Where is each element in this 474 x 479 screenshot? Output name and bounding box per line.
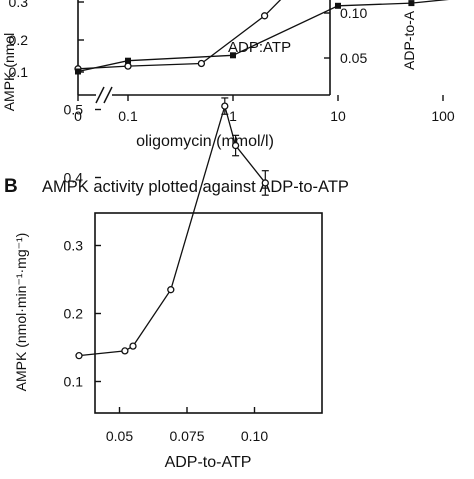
panel-a-data-point [408,0,415,7]
panel-a-y-tick-label: 0.1 [9,64,29,80]
panel-b-x-axis-label: ADP-to-ATP [165,454,252,471]
panel-a-y2-tick-label: 0.10 [340,5,367,21]
panel-b-frame [94,212,323,414]
panel-b-y-axis-label: AMPK (nmol·min⁻¹·mg⁻¹) [13,233,29,392]
panel-b-x-tick-label: 0.075 [169,428,204,444]
panel-a-data-point [197,59,206,68]
panel-b-y-tick-label: 0.2 [64,306,84,322]
panel-a-x-tick-label: 1 [229,108,237,124]
panel-b-data-point [75,352,83,360]
panel-b-title: AMPK activity plotted against ADP-to-ATP [42,178,349,196]
panel-b-data-point [121,347,129,355]
panel-b-data-point [167,286,175,294]
panel-b-y-tick-label: 0.3 [64,238,84,254]
panel-a-x-tick-label: 10 [330,108,346,124]
panel-a-data-point [125,57,131,64]
panel-a-x-axis-label: oligomycin (mmol/l) [136,133,274,150]
panel-a-x-tick-label: 0.1 [118,108,138,124]
panel-a-y-tick-label: 0.2 [9,32,29,48]
panel-a-axis-break [95,86,105,104]
panel-a-data-point [230,52,236,59]
panel-a-y2-axis-label: ADP-to-A [401,10,417,70]
panel-a-data-point [124,62,132,70]
panel-b: B AMPK activity plotted against ADP-to-A… [4,97,349,471]
panel-b-letter: B [4,176,18,197]
panel-a-data-point [260,12,269,20]
panel-a-y2-tick-label: 0.05 [340,50,367,66]
panel-a-x-tick-label: 100 [431,108,455,124]
panel-a-x-tick-label: 0 [74,108,82,124]
panel-a-data-point [335,2,341,9]
panel-b-y-tick-label: 0.1 [64,374,84,390]
panel-a-annotation: ADP:ATP [228,39,291,56]
panel-b-x-tick-label: 0.10 [241,428,268,444]
panel-a-data-point [75,68,81,75]
panel-b-data-point [231,141,240,150]
panel-a-series-line [77,0,282,70]
panel-b-data-point [221,102,229,110]
panel-b-data-point [129,342,137,350]
panel-a-axis-break [103,86,113,104]
panel-a-y-axis-label: AMPK (nmol [1,33,17,112]
panel-b-y-tick-label: 0.4 [64,170,84,186]
panel-a-y-tick-label: 0.3 [9,0,29,10]
panel-b-y-tick-label: 0.5 [64,102,84,118]
panel-a: 0.3 0.2 0.1 0.10 0.05 0 0.1 1 10 100 oligomycin (m… [1,0,455,150]
panel-b-x-tick-label: 0.05 [106,428,133,444]
panel-b-data-point [261,179,269,187]
panel-a-series-line [77,0,450,73]
